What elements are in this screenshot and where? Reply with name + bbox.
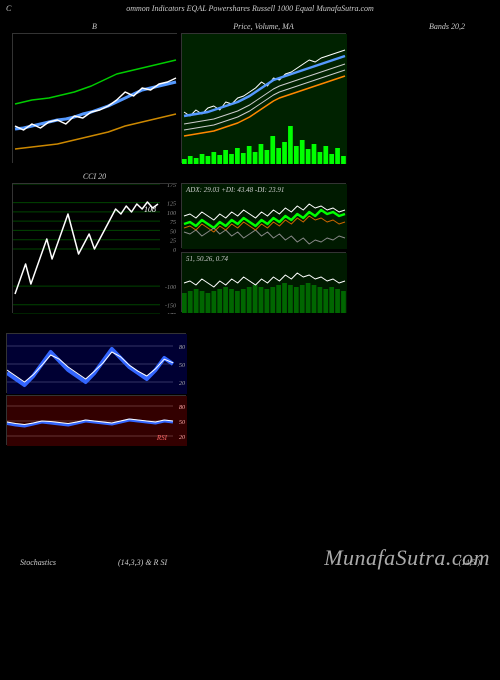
row-stoch: 80 50 20 80 50 20 RSI (0, 331, 500, 447)
panel-b-title: B (92, 22, 97, 31)
svg-text:75: 75 (170, 220, 176, 226)
row-mid: CCI 20 1751251007550250-100-150-175108 A… (0, 181, 500, 315)
svg-text:80: 80 (179, 345, 185, 351)
panel-price: Price, Volume, MA Bands 20,2 (181, 33, 346, 163)
chart-b (13, 34, 178, 164)
panel-b: B (12, 33, 177, 163)
svg-text:-100: -100 (165, 285, 176, 291)
panel-stoch-bot: 80 50 20 RSI (6, 395, 186, 445)
panel-macd: 51, 50.26, 0.74 (181, 252, 346, 312)
svg-text:50: 50 (170, 229, 176, 235)
svg-text:20: 20 (179, 381, 185, 387)
chart-cci: 175 125 100 75 50 25 0 -100 -150 -175 108 (13, 184, 178, 314)
svg-text:108: 108 (144, 205, 156, 214)
svg-text:20: 20 (179, 435, 185, 441)
svg-text:50: 50 (179, 363, 185, 369)
svg-text:125: 125 (167, 202, 176, 208)
watermark: MunafaSutra.com (324, 545, 490, 571)
stoch-title-mid: (14,3,3) & R SI (118, 558, 167, 567)
adx-label: ADX: 29.03 +DI: 43.48 -DI: 23.91 (186, 186, 284, 194)
svg-text:-175: -175 (165, 313, 176, 314)
panel-cci: CCI 20 1751251007550250-100-150-175108 (12, 183, 177, 313)
panel-adx-macd-wrap: ADX: 29.03 +DI: 43.48 -DI: 23.91 51, 50.… (181, 183, 346, 313)
panel-price-title: Price, Volume, MA (233, 22, 293, 31)
svg-text:100: 100 (167, 211, 176, 217)
svg-text:80: 80 (179, 405, 185, 411)
stoch-title-left: Stochastics (20, 558, 56, 567)
macd-label: 51, 50.26, 0.74 (186, 255, 228, 263)
svg-text:0: 0 (173, 248, 176, 254)
svg-text:50: 50 (179, 420, 185, 426)
row-top: B Price, Volume, MA Bands 20,2 (0, 31, 500, 165)
panel-stoch-top: 80 50 20 (6, 333, 186, 393)
header-left: C (6, 4, 11, 13)
svg-text:-150: -150 (165, 304, 176, 310)
header-center: ommon Indicators EQAL Powershares Russel… (126, 4, 374, 13)
chart-price (182, 34, 347, 164)
panel-cci-title: CCI 20 (83, 172, 106, 181)
svg-text:175: 175 (167, 184, 176, 189)
svg-text:RSI: RSI (156, 434, 168, 442)
chart-stoch: 80 50 20 (7, 334, 187, 394)
panel-adx: ADX: 29.03 +DI: 43.48 -DI: 23.91 (181, 183, 346, 248)
svg-text:25: 25 (170, 239, 176, 245)
panel-price-title-side: Bands 20,2 (429, 22, 465, 31)
chart-rsi: 80 50 20 RSI (7, 396, 187, 446)
page-header: C ommon Indicators EQAL Powershares Russ… (0, 0, 500, 17)
